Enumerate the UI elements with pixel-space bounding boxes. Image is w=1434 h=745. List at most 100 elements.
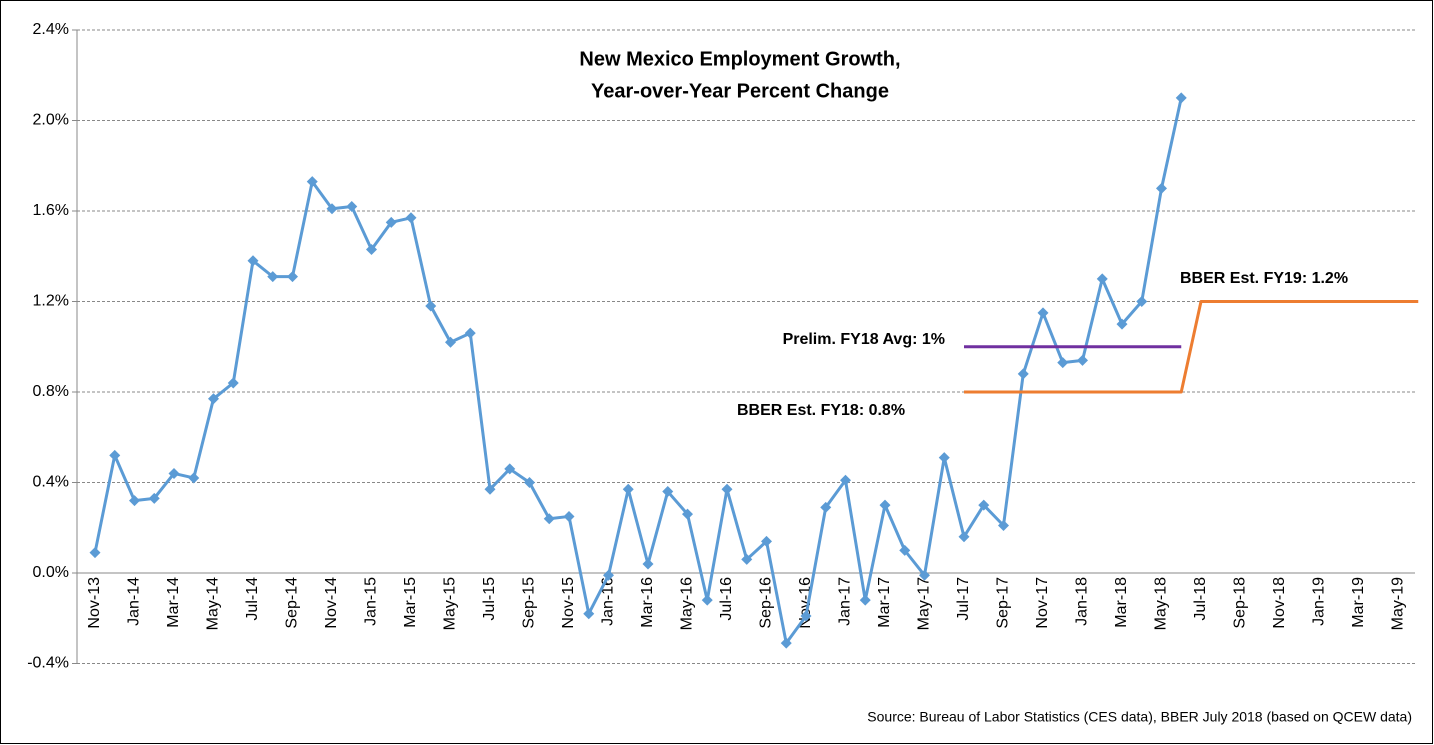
data-point [129, 495, 140, 507]
x-tick-label: Mar-14 [165, 577, 182, 628]
data-point [622, 483, 634, 495]
data-point [682, 508, 693, 520]
data-point [1057, 357, 1069, 369]
data-point [721, 483, 733, 495]
data-point [662, 486, 674, 498]
data-point [484, 483, 496, 495]
y-tick-label: 2.4% [33, 21, 69, 38]
data-point [1116, 318, 1128, 330]
data-point [938, 452, 950, 464]
x-tick-label: Jan-18 [1074, 577, 1091, 626]
data-point [879, 499, 891, 511]
y-tick-label: -0.4% [27, 655, 69, 672]
y-tick-label: 0.0% [33, 564, 69, 581]
annotation: BBER Est. FY18: 0.8% [737, 402, 905, 419]
data-point [958, 531, 970, 543]
x-tick-label: Sep-16 [758, 577, 775, 629]
data-point [919, 569, 930, 581]
x-tick-label: Jul-14 [244, 577, 261, 621]
data-point [583, 608, 595, 620]
data-point [701, 594, 713, 606]
x-tick-label: May-14 [205, 577, 222, 630]
data-point [326, 203, 338, 215]
data-point [1136, 296, 1148, 307]
x-tick-label: Mar-19 [1350, 577, 1367, 628]
x-tick-label: Nov-14 [323, 577, 340, 629]
series-line [964, 300, 1419, 394]
x-tick-label: Nov-15 [560, 577, 577, 629]
data-point [800, 610, 812, 622]
x-tick-label: Sep-15 [521, 577, 538, 629]
x-tick-label: Mar-15 [402, 577, 419, 628]
x-tick-label: May-16 [679, 577, 696, 630]
data-point [168, 467, 180, 479]
data-point [366, 243, 377, 255]
data-point [780, 637, 792, 649]
data-point [188, 472, 200, 484]
x-tick-label: May-19 [1390, 577, 1407, 630]
x-tick-label: Jan-14 [126, 577, 143, 626]
chart-title: New Mexico Employment Growth, [579, 48, 900, 70]
data-point [89, 547, 101, 559]
data-point [642, 558, 654, 570]
y-tick-label: 0.8% [33, 383, 69, 400]
x-tick-label: Nov-18 [1271, 577, 1288, 629]
data-point [978, 499, 990, 511]
x-tick-label: Sep-18 [1232, 577, 1249, 629]
data-point [524, 477, 535, 488]
annotation: BBER Est. FY19: 1.2% [1180, 270, 1348, 287]
data-point [1077, 354, 1088, 366]
x-tick-label: May-17 [916, 577, 933, 630]
x-tick-label: Sep-14 [284, 577, 301, 629]
data-point [741, 553, 753, 565]
x-tick-label: Jan-19 [1311, 577, 1328, 626]
chart-title: Year-over-Year Percent Change [591, 80, 889, 102]
x-tick-label: Nov-13 [86, 577, 103, 629]
y-tick-label: 0.4% [33, 474, 69, 491]
y-tick-label: 1.6% [33, 202, 69, 219]
data-point [761, 535, 772, 547]
data-point [899, 544, 911, 556]
x-tick-label: Jul-17 [955, 577, 972, 621]
y-tick-label: 2.0% [33, 112, 69, 129]
x-tick-label: Jan-17 [837, 577, 854, 626]
data-point [1175, 92, 1187, 104]
data-point [405, 212, 417, 224]
data-point [287, 271, 298, 283]
data-point [543, 513, 555, 525]
x-tick-label: Sep-17 [995, 577, 1012, 629]
source-note: Source: Bureau of Labor Statistics (CES … [867, 709, 1412, 725]
data-point [109, 449, 121, 461]
x-tick-label: Jan-16 [600, 577, 617, 626]
data-point [1037, 307, 1049, 319]
x-tick-label: Mar-17 [876, 577, 893, 628]
data-point [148, 492, 160, 504]
data-point [385, 216, 397, 228]
x-tick-label: Jan-15 [363, 577, 380, 626]
data-point [464, 327, 476, 339]
data-point [504, 463, 516, 475]
data-point [306, 176, 318, 188]
data-point [445, 336, 456, 348]
data-point [267, 271, 279, 283]
data-point [1096, 273, 1108, 285]
y-tick-label: 1.2% [33, 293, 69, 310]
data-point [346, 200, 358, 212]
data-point [603, 569, 614, 581]
data-point [859, 594, 871, 606]
data-point [563, 510, 575, 522]
data-point [227, 377, 239, 389]
x-tick-label: Jul-18 [1192, 577, 1209, 621]
data-point [840, 474, 851, 486]
annotation: Prelim. FY18 Avg: 1% [783, 331, 945, 348]
data-point [820, 501, 832, 513]
data-point [247, 255, 259, 267]
data-point [1017, 368, 1029, 380]
data-point [208, 393, 219, 405]
data-point [1156, 182, 1167, 194]
x-tick-label: Jul-16 [718, 577, 735, 621]
x-tick-label: Mar-18 [1113, 577, 1130, 628]
data-point [998, 519, 1009, 531]
